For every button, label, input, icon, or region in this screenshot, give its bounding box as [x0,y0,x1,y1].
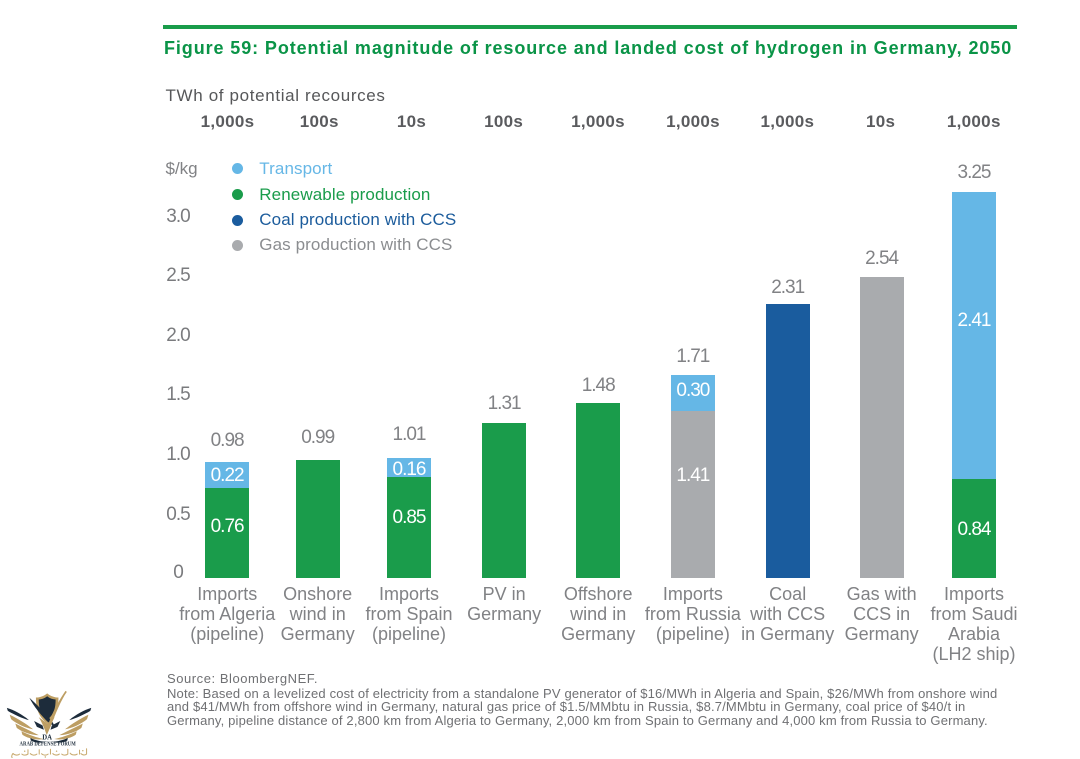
svg-text:DA: DA [42,734,52,741]
svg-text:ARAB DEFENSE FORUM: ARAB DEFENSE FORUM [20,742,77,748]
